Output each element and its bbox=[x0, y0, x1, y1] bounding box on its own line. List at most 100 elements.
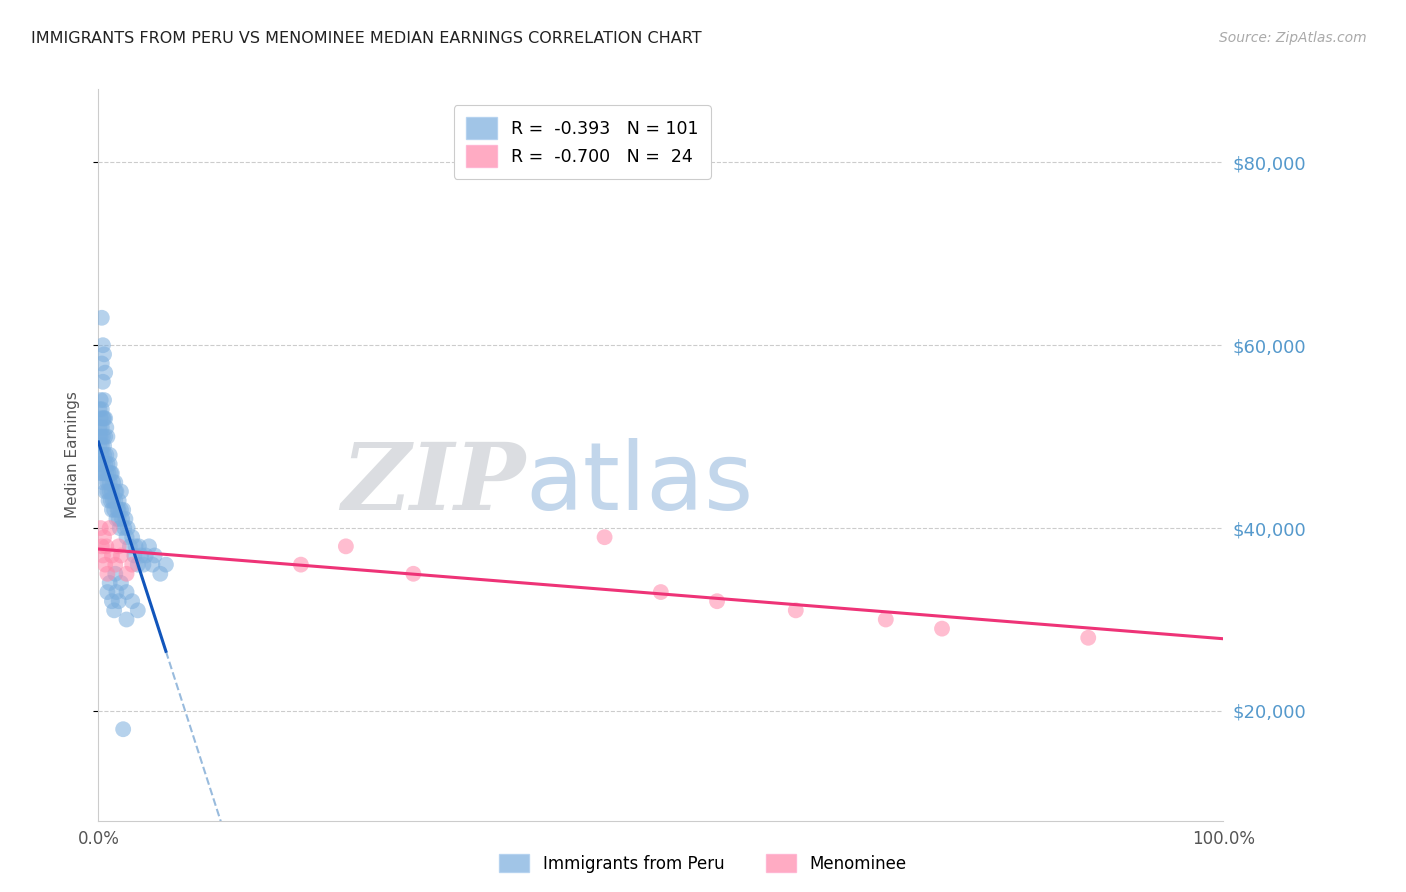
Point bbox=[93, 439, 115, 453]
Point bbox=[121, 558, 143, 572]
Point bbox=[107, 594, 129, 608]
Point bbox=[107, 512, 129, 526]
Point bbox=[112, 521, 135, 535]
Point bbox=[90, 466, 112, 480]
Point bbox=[107, 502, 129, 516]
Point bbox=[98, 521, 121, 535]
Point bbox=[90, 457, 112, 471]
Point bbox=[96, 466, 118, 480]
Point bbox=[107, 539, 129, 553]
Point bbox=[89, 457, 111, 471]
Point bbox=[105, 484, 128, 499]
Text: ZIP: ZIP bbox=[342, 439, 526, 529]
Point bbox=[114, 512, 136, 526]
Point bbox=[96, 585, 118, 599]
Point bbox=[115, 566, 138, 581]
Point bbox=[98, 457, 121, 471]
Point bbox=[94, 366, 117, 380]
Point bbox=[121, 530, 143, 544]
Point bbox=[101, 493, 124, 508]
Point bbox=[90, 310, 112, 325]
Point bbox=[90, 402, 112, 417]
Point bbox=[104, 475, 127, 490]
Point bbox=[290, 558, 312, 572]
Point bbox=[101, 475, 124, 490]
Point bbox=[118, 539, 141, 553]
Point bbox=[96, 420, 118, 434]
Point bbox=[89, 402, 111, 417]
Point bbox=[96, 457, 118, 471]
Point bbox=[90, 439, 112, 453]
Point bbox=[101, 484, 124, 499]
Point bbox=[89, 429, 111, 443]
Point bbox=[98, 484, 121, 499]
Point bbox=[104, 566, 127, 581]
Point bbox=[97, 493, 120, 508]
Point bbox=[96, 429, 118, 443]
Point bbox=[90, 392, 112, 407]
Point bbox=[124, 549, 146, 563]
Point bbox=[93, 347, 115, 361]
Point bbox=[706, 594, 728, 608]
Point bbox=[93, 530, 115, 544]
Point bbox=[132, 558, 155, 572]
Point bbox=[124, 539, 146, 553]
Point bbox=[149, 566, 172, 581]
Point bbox=[155, 558, 177, 572]
Point bbox=[104, 484, 127, 499]
Point bbox=[104, 558, 127, 572]
Point bbox=[402, 566, 425, 581]
Point bbox=[96, 566, 118, 581]
Point bbox=[91, 457, 114, 471]
Point bbox=[94, 429, 117, 443]
Point bbox=[115, 585, 138, 599]
Text: IMMIGRANTS FROM PERU VS MENOMINEE MEDIAN EARNINGS CORRELATION CHART: IMMIGRANTS FROM PERU VS MENOMINEE MEDIAN… bbox=[31, 31, 702, 46]
Point bbox=[108, 521, 131, 535]
Text: atlas: atlas bbox=[526, 438, 754, 530]
Point bbox=[143, 549, 166, 563]
Point bbox=[112, 723, 135, 737]
Point bbox=[105, 512, 128, 526]
Point bbox=[91, 375, 114, 389]
Point bbox=[593, 530, 616, 544]
Point bbox=[111, 512, 134, 526]
Point bbox=[93, 466, 115, 480]
Point bbox=[110, 484, 132, 499]
Point bbox=[91, 475, 114, 490]
Point bbox=[104, 493, 127, 508]
Point bbox=[90, 521, 112, 535]
Point bbox=[107, 502, 129, 516]
Point bbox=[96, 448, 118, 462]
Point bbox=[90, 466, 112, 480]
Point bbox=[94, 558, 117, 572]
Point bbox=[94, 457, 117, 471]
Point bbox=[875, 612, 897, 626]
Point bbox=[107, 493, 129, 508]
Point bbox=[101, 549, 124, 563]
Point bbox=[101, 502, 124, 516]
Point bbox=[101, 594, 124, 608]
Point bbox=[115, 530, 138, 544]
Point bbox=[94, 411, 117, 425]
Point bbox=[127, 603, 149, 617]
Point bbox=[98, 475, 121, 490]
Point bbox=[94, 484, 117, 499]
Point bbox=[90, 539, 112, 553]
Point bbox=[90, 356, 112, 370]
Point bbox=[650, 585, 672, 599]
Point bbox=[112, 502, 135, 516]
Point bbox=[91, 338, 114, 352]
Text: Source: ZipAtlas.com: Source: ZipAtlas.com bbox=[1219, 31, 1367, 45]
Point bbox=[93, 448, 115, 462]
Point bbox=[91, 411, 114, 425]
Point bbox=[121, 594, 143, 608]
Point bbox=[91, 549, 114, 563]
Point bbox=[96, 475, 118, 490]
Point bbox=[141, 558, 163, 572]
Point bbox=[93, 392, 115, 407]
Point bbox=[90, 448, 112, 462]
Point bbox=[103, 603, 125, 617]
Point bbox=[90, 411, 112, 425]
Point bbox=[96, 484, 118, 499]
Point bbox=[103, 502, 125, 516]
